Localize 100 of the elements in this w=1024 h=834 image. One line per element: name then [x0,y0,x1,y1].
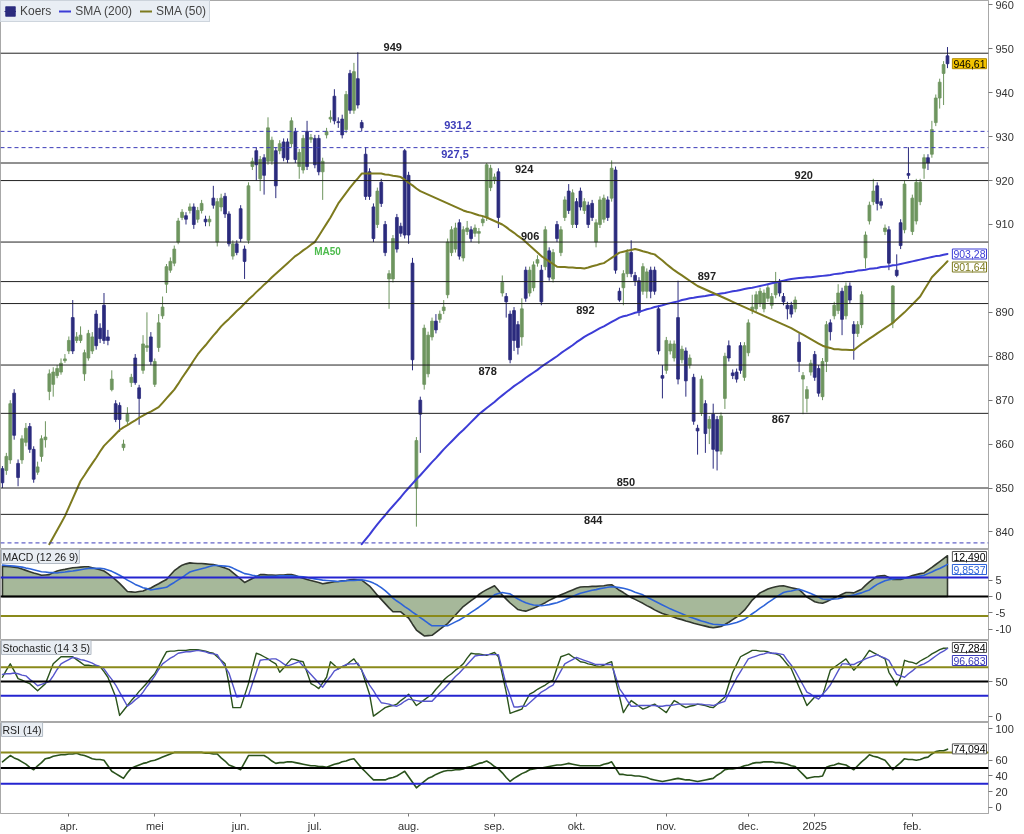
candlestick [941,60,946,106]
y-tick-label: 20 [995,785,1008,798]
y-tick-label: -5 [995,606,1006,619]
line-series [1,563,949,627]
candlestick [47,368,52,401]
chart-title: Stochastic (14 3 5) [2,641,91,654]
y-tick-label: 870 [995,394,1014,407]
ref-line-label: 844 [584,514,604,527]
candlestick [652,266,657,296]
candlestick [262,153,266,196]
candlestick [559,225,563,257]
candlestick [648,266,653,299]
ref-line-label: 867 [771,413,791,426]
candlestick [176,217,180,245]
candlestick [192,202,196,230]
candlestick [863,231,868,269]
y-tick-label: 50 [995,675,1008,688]
candlestick [309,133,313,144]
candlestick [340,114,345,139]
y-tick-label: 920 [995,174,1014,187]
candlestick [801,371,805,415]
y-tick-label: 100 [995,722,1014,735]
candlestick [434,313,438,334]
y-tick-label: 860 [995,438,1014,451]
candlestick [602,194,606,224]
y-tick-label: 40 [995,769,1008,782]
candlestick [660,364,665,399]
candlestick [758,287,762,308]
ref-line-label: 897 [697,269,717,282]
candlestick [828,318,833,341]
legend-label: SMA (200) [75,4,133,18]
candlestick [906,146,911,180]
candlestick [926,153,930,171]
y-tick-label: 950 [995,42,1014,55]
candlestick [867,201,872,225]
ref-line-label: 850 [616,476,636,489]
x-tick-label: 2025 [802,819,827,832]
x-tick-label: nov. [656,819,677,832]
candlestick [379,178,384,208]
ref-line-label: 927,5 [441,147,469,160]
x-tick-label: feb. [903,819,922,832]
candlestick [566,183,571,215]
y-tick-label: 0 [995,590,1002,603]
candlestick [285,137,290,164]
ref-line-label: 931,2 [444,119,472,132]
candlestick [500,274,505,298]
y-tick-label: 850 [995,482,1014,495]
y-tick-label: 880 [995,350,1014,363]
candlestick [211,185,216,210]
candlestick [727,339,731,363]
candlestick [289,116,294,148]
candlestick [695,424,700,456]
candlestick [644,267,649,299]
x-tick-label: jul. [306,819,322,832]
candlestick [109,369,114,392]
x-tick-label: okt. [567,819,586,832]
candlestick [875,181,880,211]
annotation: MA50 [314,245,342,257]
x-tick-label: aug. [397,819,420,832]
candlestick [707,415,712,445]
y-tick-label: 940 [995,86,1014,99]
ref-line-label: 920 [794,168,813,181]
candlestick [851,320,856,361]
ref-line-label: 924 [514,163,535,175]
candlestick [0,465,5,489]
y-tick-label: 60 [995,754,1008,767]
annotation: 96,683 [953,654,986,667]
ref-line-label: 892 [576,303,595,316]
candlestick [871,178,876,206]
data-label: 903,28 [953,248,986,261]
y-tick-label: 0 [995,710,1002,723]
x-tick-label: sep. [484,819,505,832]
y-tick-label: 930 [995,130,1014,143]
text: 946,61 [953,57,986,70]
chart-title: RSI (14) [2,723,42,736]
candlestick [945,46,950,69]
candlestick [242,245,247,280]
annotation: 12,490 [953,550,986,563]
chart-title: MACD (12 26 9) [2,550,79,563]
candlestick [152,357,157,388]
candlestick [188,202,192,215]
candlestick [754,290,758,313]
candlestick [258,155,262,192]
line-series [1,748,949,789]
annotation: 74,094 [953,742,986,755]
legend-label: Koers [20,4,52,18]
candlestick [90,331,95,355]
x-tick-label: mei [145,819,164,832]
candlestick [898,218,903,250]
candlestick [836,283,840,315]
candlestick [562,195,567,222]
candlestick [453,222,458,254]
candlestick [231,239,235,261]
ref-line-label: 906 [520,230,540,243]
candlestick [254,146,259,182]
line-series [48,172,949,546]
y-tick-label: 0 [995,801,1002,814]
candlestick [320,157,325,201]
candlestick [160,296,165,320]
candlestick [137,384,141,426]
